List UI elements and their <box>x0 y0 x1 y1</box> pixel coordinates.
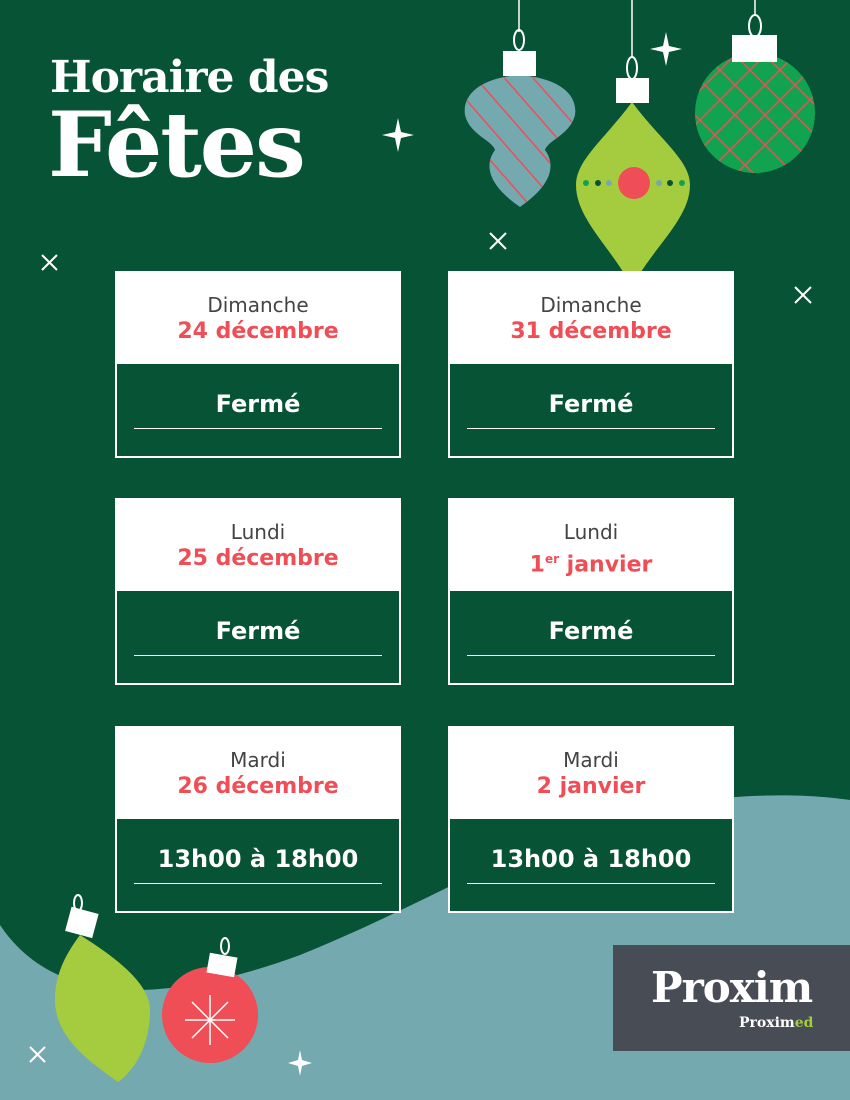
card-date: 25 décembre <box>177 546 339 571</box>
sparkle-icons <box>29 32 812 1076</box>
card-date: 26 décembre <box>177 774 339 799</box>
title-line-2: Fêtes <box>48 92 306 198</box>
schedule-card: Mardi 26 décembre 13h00 à 18h00 <box>115 726 401 913</box>
card-date: 2 janvier <box>536 774 646 799</box>
lime-drop-ornament-icon <box>576 56 690 288</box>
card-hours: Fermé <box>134 617 382 656</box>
title-line-1: Horaire des <box>50 52 329 103</box>
card-hours: 13h00 à 18h00 <box>134 845 382 884</box>
card-date: 1er janvier <box>529 552 653 578</box>
schedule-card: Dimanche 31 décembre Fermé <box>448 271 734 458</box>
card-day: Lundi <box>563 520 619 544</box>
card-date: 24 décembre <box>177 319 339 344</box>
card-day: Dimanche <box>207 293 309 317</box>
card-day: Mardi <box>563 748 619 772</box>
schedule-card: Lundi 25 décembre Fermé <box>115 498 401 685</box>
card-hours: 13h00 à 18h00 <box>467 845 715 884</box>
card-day: Dimanche <box>540 293 642 317</box>
schedule-card: Lundi 1er janvier Fermé <box>448 498 734 685</box>
logo-sub-text: Proximed <box>739 1015 814 1031</box>
card-hours: Fermé <box>467 617 715 656</box>
card-day: Lundi <box>230 520 286 544</box>
card-hours: Fermé <box>467 390 715 429</box>
schedule-card: Mardi 2 janvier 13h00 à 18h00 <box>448 726 734 913</box>
proxim-logo: Proxim Proximed <box>613 945 850 1051</box>
card-hours: Fermé <box>134 390 382 429</box>
card-day: Mardi <box>230 748 286 772</box>
lime-bottom-ornament-icon <box>55 894 150 1082</box>
schedule-card: Dimanche 24 décembre Fermé <box>115 271 401 458</box>
red-bottom-ornament-icon <box>162 937 258 1063</box>
logo-main-text: Proxim <box>651 963 813 1012</box>
card-date: 31 décembre <box>510 319 672 344</box>
